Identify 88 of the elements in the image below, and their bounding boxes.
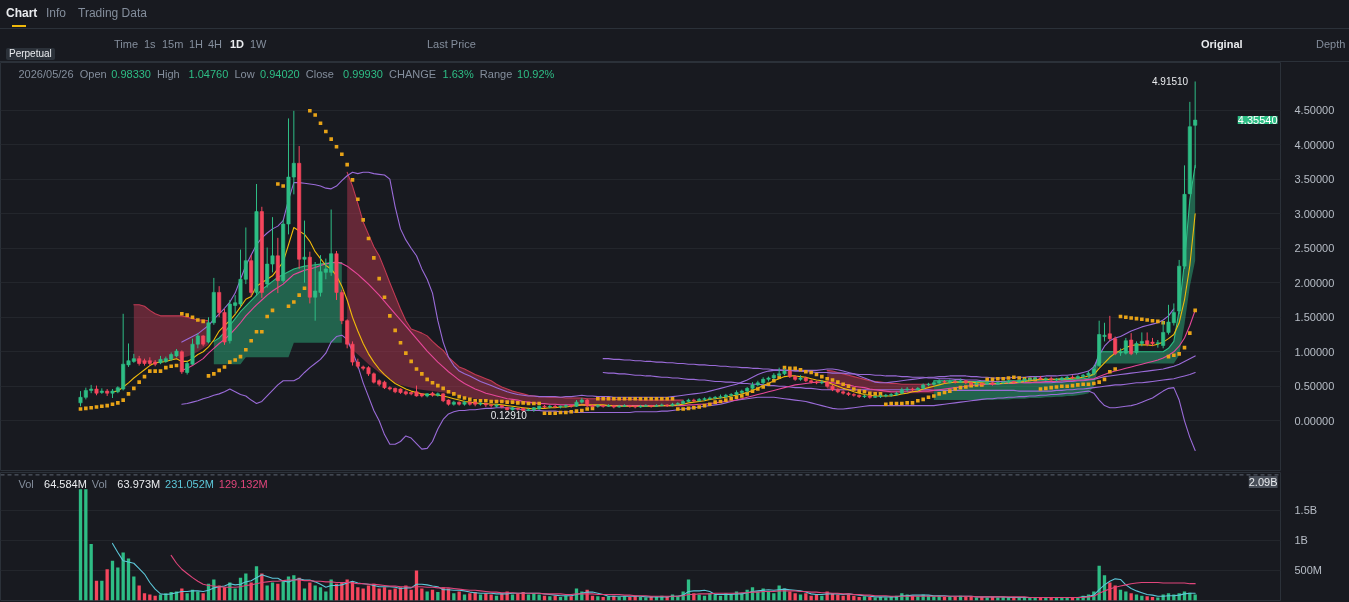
annotation: 64.584M [44,477,87,490]
line-series [170,554,1196,599]
text: 4.35540 [1237,114,1278,127]
bar [1134,594,1139,601]
bar [510,594,515,601]
annotation: 129.132M [218,477,268,490]
annotation: 1.04760 [188,67,229,80]
bar [537,594,541,601]
text: Trading Data [78,5,147,22]
bar [526,594,531,601]
annotation: 0.94020 [259,67,300,80]
bar [798,594,803,601]
annotation: 1.63% [442,67,474,80]
annotation: 231.052M [165,477,214,490]
y-tick-label: 1.00000 [1294,345,1335,358]
bar [116,567,120,601]
annotation: Vol [91,477,108,490]
bar [265,585,269,601]
annotation: High [157,67,180,80]
bar [457,591,461,601]
bar [324,591,328,601]
y-tick-label: 0.50000 [1294,380,1335,393]
text: Original [1201,37,1243,52]
bar [1124,591,1128,601]
bar [478,594,483,601]
text: Info [46,5,67,22]
y-tick-label: 1.5B [1294,504,1318,517]
text: 15m [162,37,184,52]
bar [308,582,312,601]
bar [361,588,365,601]
bar [313,585,317,601]
bar [1193,594,1197,601]
bar [84,489,88,601]
y-tick-label: 3.00000 [1294,207,1335,220]
text: Perpetual [6,48,55,60]
text: 4.91510 [1152,76,1189,88]
y-tick-label: 2.50000 [1294,242,1335,255]
y-tick-label: 1B [1294,534,1308,547]
bar [233,588,237,601]
bar [366,585,371,601]
bar [89,544,93,601]
annotation: Close [305,67,334,80]
y-tick-label: 1.50000 [1294,311,1335,324]
annotation: Open [79,67,107,80]
text: Time [114,37,139,52]
text: 4H [208,37,223,52]
bar [425,591,429,601]
y-tick-label: 500M [1294,564,1323,577]
y-tick-label: 0.00000 [1294,414,1335,427]
bar [302,588,307,601]
candlestick [1129,332,1134,356]
bar [105,569,109,601]
text: 1H [189,37,204,52]
bar [377,588,381,601]
annotation: CHANGE [388,67,437,80]
candlestick [179,349,184,375]
annotation: Range [479,67,513,80]
bar [137,585,141,601]
text: Last Price [427,37,476,52]
y-tick-label: 4.50000 [1294,104,1335,117]
text: Chart [6,5,38,22]
annotation: 63.973M [117,477,161,490]
text: 1s [144,37,156,52]
y-tick-label: 2.00000 [1294,276,1335,289]
bar [148,594,152,601]
ref-line-label: 2.09B [1248,475,1278,488]
line-series [181,334,1196,452]
bar [462,594,467,601]
bar [489,594,493,601]
candlestick [302,220,307,284]
text: 1W [250,37,267,52]
annotation: 10.92% [517,67,555,80]
bar [132,576,136,601]
y-tick-label: 3.50000 [1294,173,1335,186]
text: 1D [230,37,245,52]
bar [270,582,275,601]
annotation: Low [234,67,255,80]
y-tick-label: 4.00000 [1294,138,1335,151]
bar [393,588,397,601]
bar [1156,597,1160,601]
annotation: 0.99930 [343,67,383,80]
text: 2026/05/26 [18,67,74,80]
bar [78,489,83,601]
text: 0.12910 [490,409,527,421]
text: Vol [18,477,34,490]
bar [420,588,424,601]
annotation: 0.98330 [111,67,151,80]
text: Depth [1316,37,1346,52]
